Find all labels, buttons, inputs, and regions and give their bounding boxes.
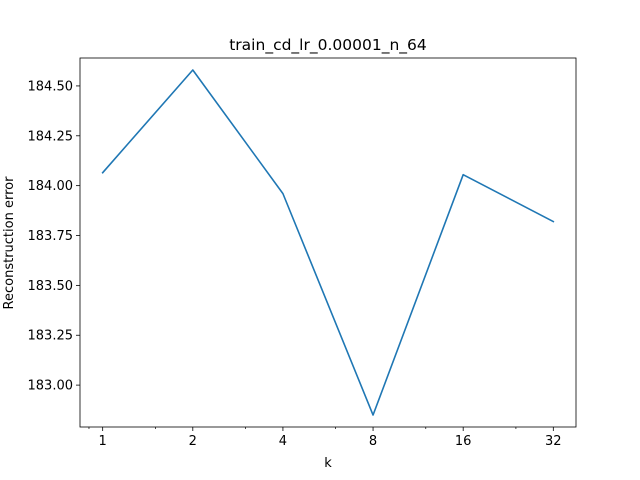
y-tick-label: 184.50 (28, 79, 74, 94)
y-tick-label: 184.25 (28, 129, 74, 144)
y-axis-label: Reconstruction error (2, 176, 17, 310)
y-tick-label: 183.25 (28, 329, 74, 344)
y-tick-label: 183.00 (28, 379, 74, 394)
y-tick-label: 183.50 (28, 279, 74, 294)
y-tick-label: 184.00 (28, 179, 74, 194)
x-tick-label: 16 (455, 434, 472, 449)
x-tick-label: 2 (189, 434, 197, 449)
x-axis-label: k (324, 456, 332, 471)
axes-frame (79, 57, 577, 428)
y-tick-label: 183.75 (28, 229, 74, 244)
series-line (101, 69, 555, 416)
x-tick-label: 4 (279, 434, 287, 449)
chart-title: train_cd_lr_0.00001_n_64 (229, 36, 427, 55)
x-tick-label: 32 (545, 434, 562, 449)
x-tick-label: 8 (369, 434, 377, 449)
x-tick-label: 1 (99, 434, 107, 449)
plot-area: 1 2 4 8 16 32 183.00 183.25 183.50 183.75 184.00 18… (28, 57, 577, 449)
